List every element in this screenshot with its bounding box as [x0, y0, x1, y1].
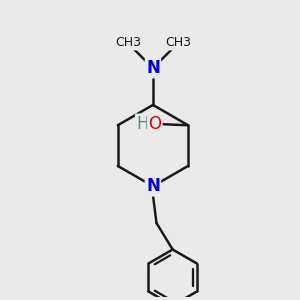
Text: O: O [148, 115, 161, 133]
Text: N: N [146, 177, 160, 195]
Text: N: N [146, 59, 160, 77]
Text: CH3: CH3 [165, 36, 191, 50]
Text: H: H [136, 115, 149, 133]
Text: CH3: CH3 [116, 36, 142, 50]
